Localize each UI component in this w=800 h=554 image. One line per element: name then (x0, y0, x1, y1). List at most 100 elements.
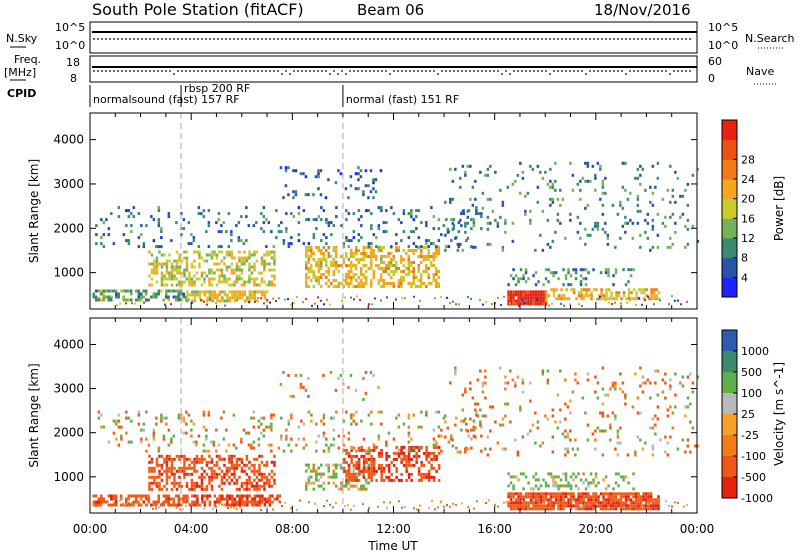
heatmap-cell (148, 274, 151, 278)
heatmap-cell (210, 457, 214, 461)
heatmap-cell (554, 492, 558, 496)
heatmap-cell (113, 501, 115, 504)
heatmap-cell (581, 505, 583, 508)
heatmap-cell (616, 441, 620, 445)
heatmap-cell (195, 443, 198, 447)
heatmap-cell (354, 388, 358, 392)
heatmap-cell (233, 472, 236, 476)
heatmap-cell (195, 469, 199, 473)
nsearch-point (561, 38, 563, 40)
nsearch-point (333, 38, 335, 40)
heatmap-cell (417, 469, 421, 473)
heatmap-cell (527, 296, 530, 300)
heatmap-cell (320, 472, 323, 476)
heatmap-cell (514, 283, 518, 287)
heatmap-cell (241, 293, 244, 297)
heatmap-cell (360, 236, 363, 240)
heatmap-cell (243, 290, 247, 294)
heatmap-cell (350, 508, 352, 511)
heatmap-cell (170, 487, 174, 491)
heatmap-cell (299, 172, 303, 176)
heatmap-cell (335, 261, 338, 264)
heatmap-cell (524, 495, 528, 499)
heatmap-cell (586, 161, 590, 165)
heatmap-cell (569, 438, 572, 442)
heatmap-cell (216, 299, 219, 303)
heatmap-cell (268, 472, 271, 476)
heatmap-cell (475, 413, 478, 417)
heatmap-cell (380, 472, 383, 476)
x-tick-label: 08:00 (275, 522, 310, 536)
heatmap-cell (352, 466, 355, 470)
heatmap-cell (175, 221, 178, 225)
heatmap-cell (671, 212, 675, 216)
heatmap-cell (312, 276, 315, 279)
heatmap-cell (572, 472, 575, 476)
heatmap-cell (360, 285, 363, 288)
heatmap-cell (480, 227, 483, 231)
heatmap-cell (238, 290, 242, 294)
nave-point (449, 70, 451, 72)
heatmap-cell (185, 277, 189, 281)
heatmap-cell (307, 376, 310, 380)
heatmap-cell (183, 463, 186, 467)
heatmap-cell (215, 262, 219, 266)
nsearch-point (461, 38, 463, 40)
heatmap-cell (226, 497, 229, 501)
heatmap-cell (552, 274, 555, 278)
heatmap-cell (355, 484, 358, 488)
heatmap-cell (292, 190, 295, 194)
heatmap-cell (233, 280, 236, 284)
heatmap-cell (684, 245, 687, 249)
nsearch-point (669, 38, 671, 40)
heatmap-cell (410, 478, 413, 482)
heatmap-cell (284, 169, 288, 173)
heatmap-cell (170, 460, 174, 464)
heatmap-cell (173, 481, 176, 485)
heatmap-cell (150, 262, 154, 266)
heatmap-cell (260, 271, 264, 275)
heatmap-cell (686, 300, 688, 303)
heatmap-cell (285, 212, 288, 216)
heatmap-cell (345, 252, 348, 255)
heatmap-cell (671, 411, 675, 415)
heatmap-cell (263, 503, 267, 507)
heatmap-cell (542, 299, 545, 303)
heatmap-cell (641, 505, 643, 508)
heatmap-cell (335, 285, 338, 288)
heatmap-cell (422, 255, 425, 258)
heatmap-cell (537, 290, 540, 294)
heatmap-cell (117, 419, 121, 423)
heatmap-cell (240, 466, 244, 470)
heatmap-cell (435, 282, 438, 285)
heatmap-cell (252, 416, 256, 420)
heatmap-cell (544, 484, 548, 488)
heatmap-cell (552, 294, 556, 298)
heatmap-cell (170, 274, 174, 278)
heatmap-cell (546, 417, 550, 421)
heatmap-cell (162, 503, 165, 507)
heatmap-cell (584, 179, 587, 183)
nave-point (605, 70, 607, 72)
heatmap-cell (178, 259, 181, 263)
heatmap-cell (165, 289, 168, 293)
heatmap-cell (145, 289, 148, 293)
heatmap-cell (524, 280, 528, 284)
heatmap-cell (327, 221, 331, 225)
heatmap-cell (367, 481, 370, 485)
heatmap-cell (322, 413, 326, 417)
heatmap-cell (127, 416, 131, 420)
heatmap-cell (238, 274, 241, 278)
heatmap-cell (539, 507, 543, 511)
heatmap-cell (142, 500, 145, 504)
heatmap-cell (539, 293, 543, 297)
heatmap-cell (302, 242, 306, 246)
heatmap-cell (163, 484, 166, 488)
heatmap-cell (230, 506, 232, 509)
heatmap-cell (407, 445, 411, 449)
heatmap-cell (480, 425, 483, 429)
heatmap-cell (208, 478, 211, 482)
heatmap-cell (425, 270, 428, 273)
heatmap-cell (238, 475, 241, 479)
heatmap-cell (160, 463, 164, 467)
